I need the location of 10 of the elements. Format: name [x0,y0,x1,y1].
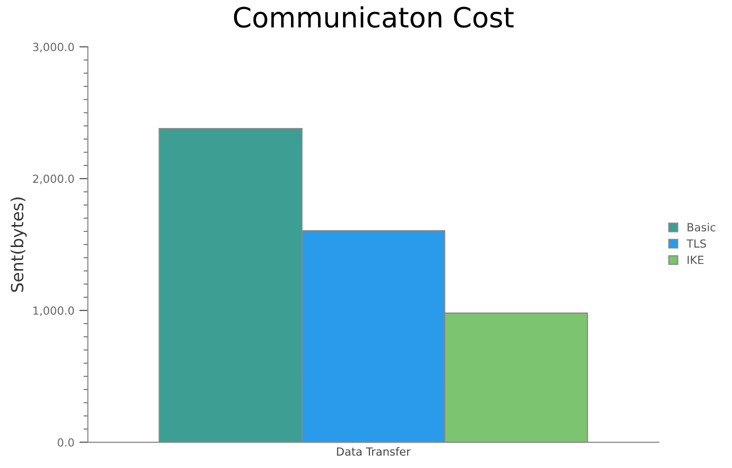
legend-label: Basic [688,222,716,232]
legend-label: IKE [688,256,704,264]
y-tick-label: 3,000.0 [33,42,74,52]
y-axis-title: Sent(bytes) [10,198,27,292]
x-tick-label: Data Transfer [337,447,411,456]
legend-label: TLS [686,239,706,248]
y-tick-label: 2,000.0 [33,174,74,184]
y-tick-label: 1,000.0 [33,306,74,316]
y-tick-label: 0.0 [58,438,74,447]
chart-title: Communicaton Cost [234,6,514,28]
